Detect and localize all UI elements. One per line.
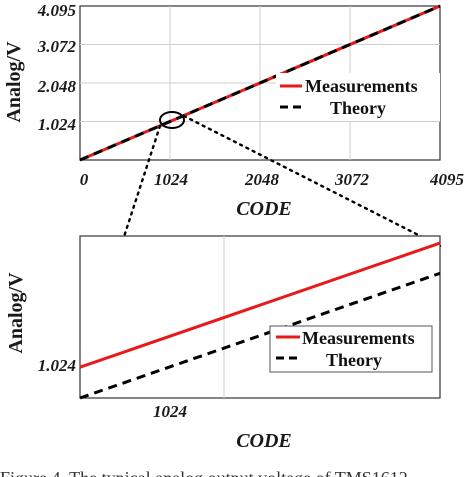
zoom-connector-right xyxy=(182,114,442,248)
bottom-series xyxy=(79,241,441,400)
top-legend-box xyxy=(276,73,440,121)
top-legend-label-measurements: Measurements xyxy=(305,76,418,96)
top-xtick-label: 2048 xyxy=(244,170,280,189)
top-xaxis-label: CODE xyxy=(236,198,292,220)
top-yaxis-label: Analog/V xyxy=(3,41,25,123)
bottom-chart: 1.024 1024 CODE Analog/V Measurements Th… xyxy=(5,235,441,452)
top-ytick-label: 2.048 xyxy=(37,77,77,96)
bottom-legend-box xyxy=(269,325,433,373)
bottom-series-line-theory xyxy=(79,271,441,400)
bottom-legend-label-theory: Theory xyxy=(326,350,382,370)
bottom-yaxis-label: Analog/V xyxy=(5,272,27,354)
top-series-line-theory xyxy=(79,4,441,162)
top-xtick-label: 3072 xyxy=(334,170,370,189)
top-series xyxy=(79,4,441,162)
bottom-series-line-measurements xyxy=(79,241,441,369)
bottom-legend: Measurements Theory xyxy=(269,325,433,373)
bottom-xaxis-label: CODE xyxy=(236,430,292,452)
top-xtick-label: 4095 xyxy=(429,170,465,189)
top-xtick-label: 1024 xyxy=(154,170,188,189)
top-legend-label-theory: Theory xyxy=(330,98,386,118)
top-chart: 1.024 2.048 3.072 4.095 0 1024 2048 3072… xyxy=(3,1,465,220)
bottom-legend-label-measurements: Measurements xyxy=(302,328,415,348)
figure-caption: Figure 4. The typical analog output volt… xyxy=(0,468,408,477)
top-xtick-label: 0 xyxy=(80,170,89,189)
bottom-xtick-label: 1024 xyxy=(153,402,187,421)
zoom-ellipse xyxy=(159,111,185,129)
top-ytick-label: 4.095 xyxy=(37,1,77,20)
top-ytick-label: 3.072 xyxy=(37,37,77,56)
top-ytick-label: 1.024 xyxy=(38,115,76,134)
top-legend: Measurements Theory xyxy=(276,73,440,121)
zoom-connector-left xyxy=(78,124,162,374)
bottom-ytick-label: 1.024 xyxy=(38,356,76,375)
